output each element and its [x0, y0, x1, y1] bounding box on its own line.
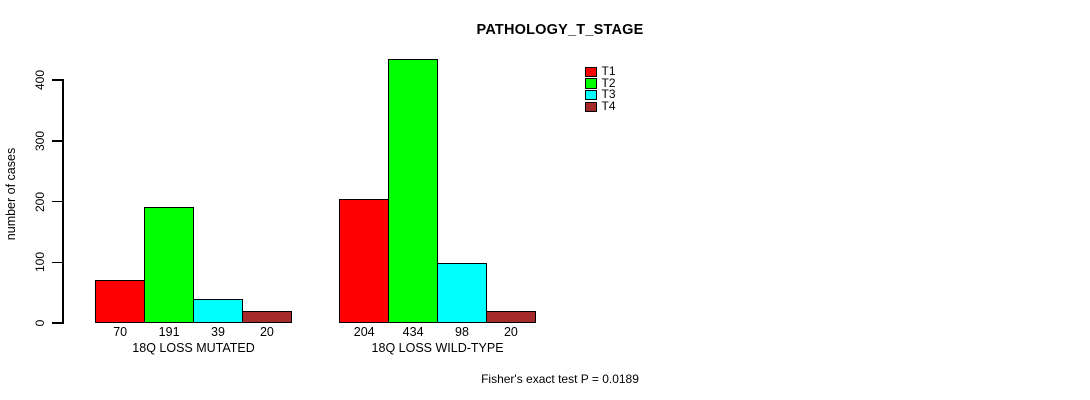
bar-value-label: 20 — [259, 324, 274, 339]
legend-swatch-t2 — [585, 78, 597, 89]
y-tick-mark — [51, 322, 62, 324]
fisher-test-annotation: Fisher's exact test P = 0.0189 — [481, 371, 639, 386]
bar-t2-group2 — [387, 59, 439, 323]
legend-label-t2: T2 — [601, 75, 616, 90]
bar-value-label: 98 — [455, 324, 469, 339]
legend-label-t1: T1 — [601, 64, 616, 78]
bar-t2-group1 — [143, 206, 195, 323]
legend-item-t1: T1 — [585, 64, 616, 78]
y-tick-mark — [51, 79, 62, 81]
bar-value-label: 191 — [158, 324, 180, 339]
legend-swatch-t1 — [585, 66, 597, 78]
bar-t3-group1 — [192, 299, 244, 323]
bar-value-label: 70 — [113, 324, 128, 339]
legend-item-t3: T3 — [585, 89, 616, 101]
y-tick-mark — [51, 140, 62, 142]
bar-t4-group1 — [241, 310, 293, 323]
chart-title: PATHOLOGY_T_STAGE — [476, 21, 644, 38]
legend-label-t4: T4 — [601, 99, 616, 114]
bar-value-label: 20 — [503, 324, 518, 339]
bar-value-label: 204 — [353, 324, 375, 339]
bar-value-label: 434 — [402, 324, 424, 339]
legend-item-t4: T4 — [585, 99, 616, 114]
y-tick-label: 0 — [33, 319, 47, 327]
bar-t1-group2 — [339, 199, 390, 323]
y-tick-mark — [51, 200, 62, 203]
legend-swatch-t3 — [585, 89, 597, 101]
group-label-1: 18Q LOSS MUTATED — [132, 340, 255, 355]
bar-t3-group2 — [436, 263, 488, 323]
y-tick-label: 300 — [33, 130, 47, 151]
bar-value-label: 39 — [211, 324, 225, 339]
y-tick-label: 200 — [33, 191, 47, 212]
legend-swatch-t4 — [585, 101, 597, 113]
group-label-2: 18Q LOSS WILD-TYPE — [371, 340, 504, 355]
y-axis-line — [62, 79, 64, 324]
bar-t4-group2 — [485, 310, 537, 323]
y-tick-label: 400 — [33, 69, 47, 91]
y-tick-label: 100 — [33, 252, 47, 273]
legend: T1 T2 T3 T4 — [585, 64, 616, 114]
legend-label-t3: T3 — [601, 87, 616, 102]
y-tick-mark — [51, 261, 62, 263]
bar-t1-group1 — [95, 280, 146, 323]
legend-item-t2: T2 — [585, 75, 616, 90]
